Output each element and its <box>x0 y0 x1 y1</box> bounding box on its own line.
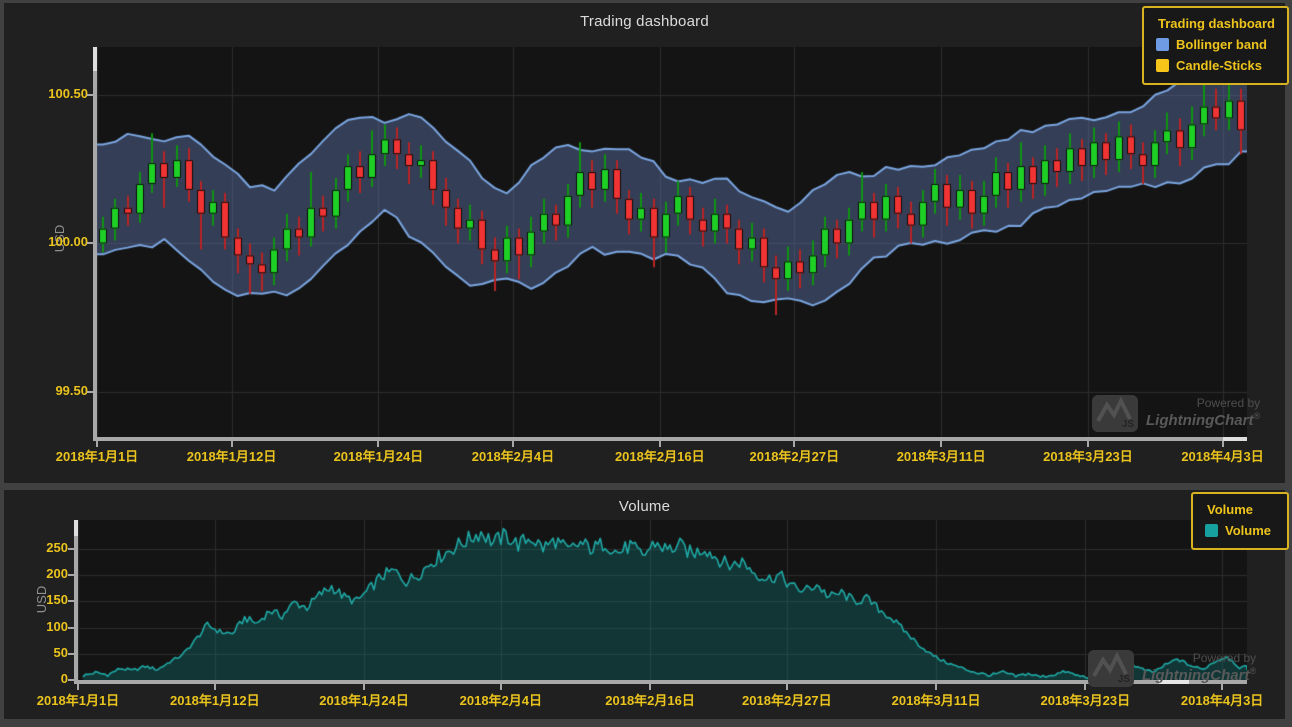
price-x-axis-line[interactable] <box>93 437 1247 441</box>
lightningchart-logo-icon: JS <box>1088 650 1134 687</box>
watermark-text: Powered by LightningChart® <box>1146 396 1261 430</box>
y-tick-label: 99.50 <box>55 383 88 399</box>
x-tick-mark <box>77 684 79 690</box>
price-y-axis-line[interactable] <box>93 47 97 441</box>
y-tick-label: 50 <box>53 644 68 660</box>
js-logo-label: JS <box>1121 419 1134 430</box>
x-tick-mark <box>1221 441 1224 447</box>
price-chart-title: Trading dashboard <box>580 13 709 30</box>
x-tick-label: 2018年2月27日 <box>742 693 832 708</box>
y-tick-label: 0 <box>60 671 68 686</box>
legend-item-label: Candle-Sticks <box>1175 58 1262 73</box>
x-tick-label: 2018年1月24日 <box>333 449 424 464</box>
x-tick-mark <box>363 684 366 690</box>
y-tick-mark <box>68 679 74 681</box>
legend-color-swatch[interactable] <box>1155 59 1169 72</box>
x-tick-mark <box>230 441 233 447</box>
price-x-axis-nib[interactable] <box>1223 437 1247 441</box>
legend-color-swatch[interactable] <box>1205 524 1218 537</box>
x-tick-label: 2018年2月16日 <box>605 693 695 708</box>
x-tick-label: 2018年1月12日 <box>169 693 260 708</box>
x-tick-label: 2018年3月11日 <box>896 449 986 464</box>
volume-legend[interactable]: Volume Volume <box>1191 492 1289 550</box>
x-tick-label: 2018年3月23日 <box>1043 449 1133 464</box>
y-tick-mark <box>68 574 74 577</box>
x-tick-label: 2018年2月27日 <box>749 449 840 464</box>
legend-item[interactable]: Candle-Sticks <box>1155 54 1275 75</box>
price-y-axis-nib[interactable] <box>93 47 97 71</box>
price-legend-title: Trading dashboard <box>1157 16 1275 31</box>
y-tick-mark <box>87 93 93 96</box>
legend-item[interactable]: Bollinger band <box>1155 33 1275 54</box>
x-tick-mark <box>940 441 943 447</box>
y-tick-label: 100 <box>46 618 68 634</box>
price-legend[interactable]: Trading dashboard Bollinger band Candle-S… <box>1141 6 1289 85</box>
x-tick-mark <box>785 684 788 690</box>
watermark-text: Powered by LightningChart® <box>1142 651 1257 685</box>
js-logo-label: JS <box>1117 674 1130 685</box>
lightningchart-watermark[interactable]: JS Powered by LightningChart® <box>1088 650 1256 687</box>
x-tick-label: 2018年1月1日 <box>55 449 139 464</box>
y-tick-mark <box>68 626 74 629</box>
x-tick-label: 2018年4月3日 <box>1180 693 1264 708</box>
legend-color-swatch[interactable] <box>1155 38 1169 51</box>
x-tick-mark <box>1221 684 1224 690</box>
y-tick-label: 100.00 <box>48 234 88 250</box>
y-tick-mark <box>87 242 93 245</box>
x-tick-mark <box>96 441 98 447</box>
volume-legend-title: Volume <box>1207 502 1253 517</box>
x-tick-mark <box>935 684 938 690</box>
volume-chart-plot[interactable] <box>78 520 1247 680</box>
x-tick-label: 2018年1月12日 <box>186 449 277 464</box>
legend-item[interactable]: Volume <box>1205 519 1275 540</box>
x-tick-label: 2018年3月11日 <box>891 693 981 708</box>
price-chart-plot[interactable] <box>97 47 1247 437</box>
x-tick-mark <box>213 684 216 690</box>
lightningchart-watermark[interactable]: JS Powered by LightningChart® <box>1092 395 1260 432</box>
x-tick-mark <box>658 441 661 447</box>
price-chart-panel: Trading dashboard USD 100.50 100.00 99.50 … <box>4 3 1285 483</box>
legend-item-label: Volume <box>1225 523 1271 538</box>
volume-y-axis-nib[interactable] <box>74 520 78 536</box>
x-tick-mark <box>511 441 514 447</box>
x-tick-mark <box>1084 684 1087 690</box>
volume-chart-title: Volume <box>618 498 671 515</box>
x-tick-mark <box>793 441 796 447</box>
x-tick-label: 2018年2月4日 <box>471 449 555 464</box>
x-tick-mark <box>499 684 502 690</box>
x-tick-label: 2018年4月3日 <box>1181 449 1264 464</box>
x-tick-mark <box>649 684 652 690</box>
x-tick-label: 2018年1月1日 <box>36 693 120 708</box>
y-tick-mark <box>68 652 74 655</box>
volume-y-axis-line[interactable] <box>74 520 78 684</box>
x-tick-mark <box>1086 441 1089 447</box>
x-tick-label: 2018年3月23日 <box>1040 693 1131 708</box>
y-tick-mark <box>68 600 74 603</box>
x-tick-label: 2018年1月24日 <box>319 693 409 708</box>
y-tick-label: 100.50 <box>48 85 88 101</box>
y-tick-mark <box>87 391 93 394</box>
y-tick-label: 250 <box>46 539 68 555</box>
x-tick-label: 2018年2月16日 <box>614 449 705 464</box>
y-tick-label: 200 <box>46 566 68 582</box>
y-tick-label: 150 <box>46 592 68 608</box>
legend-item-label: Bollinger band <box>1175 37 1267 52</box>
lightningchart-logo-icon: JS <box>1092 395 1138 432</box>
x-tick-mark <box>377 441 380 447</box>
volume-x-axis-nib[interactable] <box>1159 680 1189 684</box>
volume-x-axis-line[interactable] <box>74 680 1247 684</box>
volume-chart-panel: Volume USD 250 200 150 100 50 0 2018年1月1日 2018… <box>4 490 1285 719</box>
y-tick-mark <box>68 547 74 550</box>
x-tick-label: 2018年2月4日 <box>459 693 543 708</box>
